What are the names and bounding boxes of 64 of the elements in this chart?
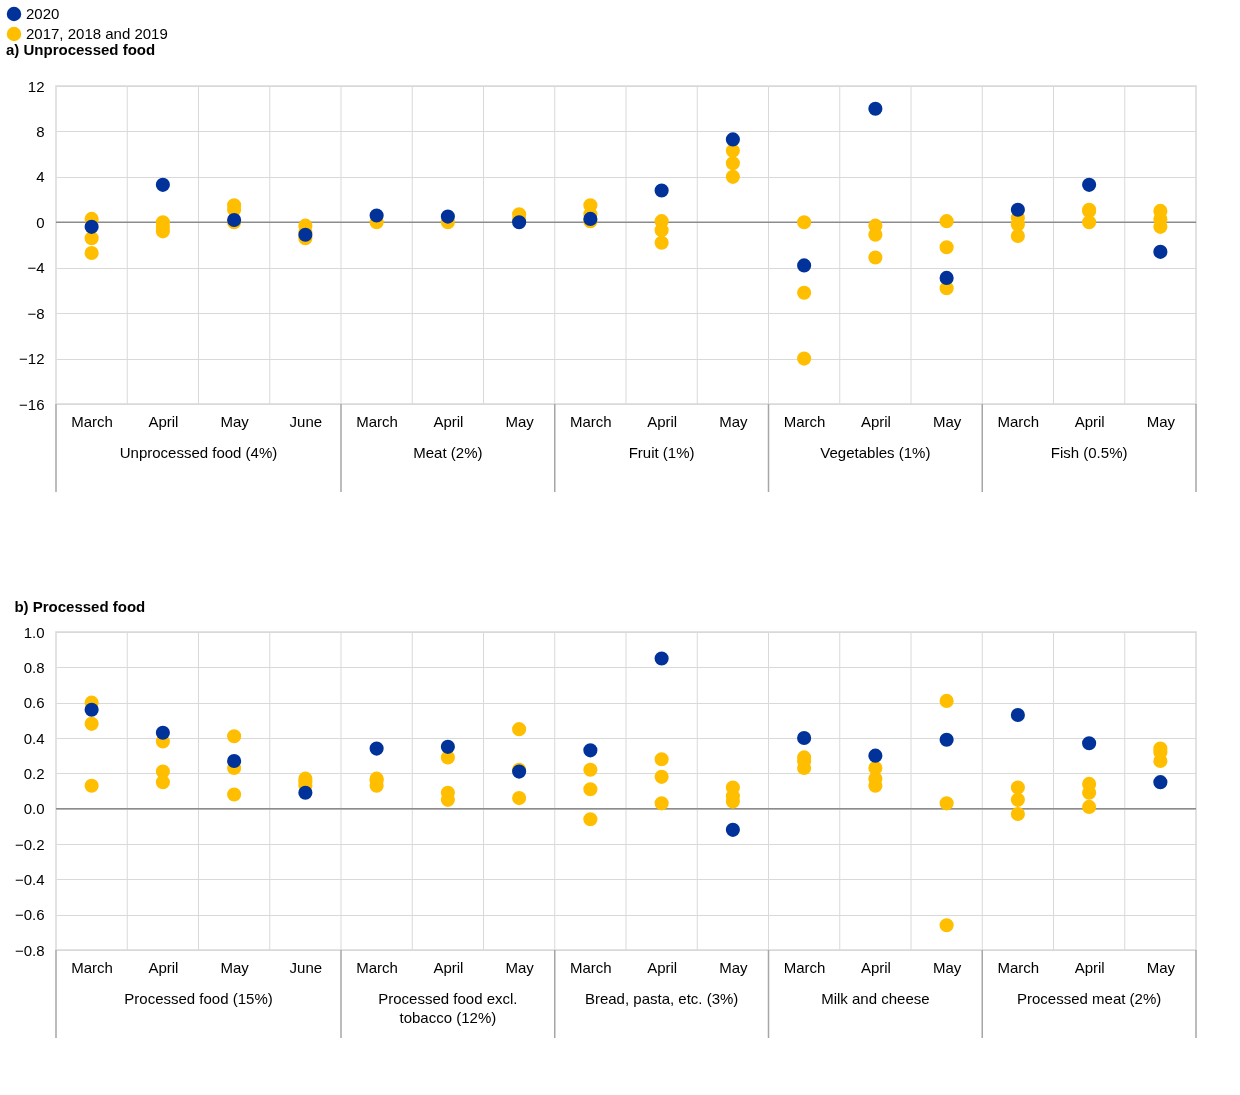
x-tick-label: April <box>860 412 891 430</box>
y-tick-label: 1.0 <box>23 623 45 641</box>
y-tick-label: −16 <box>19 395 45 413</box>
chart-title: b) Processed food <box>14 598 146 615</box>
x-tick-label: March <box>997 412 1040 430</box>
x-tick-label: April <box>433 958 464 976</box>
x-tick-label: April <box>148 958 179 976</box>
text: Processed food (15%) <box>124 990 273 1007</box>
text: Bread, pasta, etc. (3%) <box>584 990 739 1007</box>
x-tick-label: May <box>220 958 250 976</box>
text: Unprocessed food (4%) <box>119 444 278 461</box>
legend-label: 2020 <box>26 5 60 22</box>
text: Fruit (1%) <box>628 444 695 461</box>
x-tick-label: April <box>433 412 464 430</box>
y-tick-label: 0.4 <box>23 729 45 747</box>
x-tick-label: March <box>570 412 612 430</box>
y-tick-label: 4 <box>36 168 45 186</box>
y-tick-label: −12 <box>19 350 45 368</box>
x-tick-label: March <box>71 958 113 976</box>
text: Processed meat (2%) <box>1017 990 1162 1007</box>
y-tick-label: 0.6 <box>23 694 45 712</box>
x-tick-label: April <box>860 958 891 976</box>
x-tick-label: May <box>719 412 749 430</box>
x-tick-label: April <box>148 412 179 430</box>
x-tick-label: June <box>289 412 323 430</box>
x-tick-label: March <box>783 958 826 976</box>
y-tick-label: 0.2 <box>23 764 45 782</box>
x-tick-label: March <box>71 412 113 430</box>
text: Fish (0.5%) <box>1050 444 1128 461</box>
legend-label: 2017, 2018 and 2019 <box>26 25 168 42</box>
y-tick-label: 0 <box>36 213 45 231</box>
x-tick-label: May <box>1146 412 1176 430</box>
y-tick-label: 12 <box>27 77 45 95</box>
text: Vegetables (1%) <box>820 444 931 461</box>
y-tick-label: 8 <box>36 122 45 140</box>
text: Processed food excl. tobacco (12%) <box>378 990 518 1026</box>
y-tick-label: −8 <box>27 304 45 322</box>
x-tick-label: April <box>1074 958 1105 976</box>
x-tick-label: May <box>932 412 962 430</box>
x-tick-label: May <box>932 958 962 976</box>
x-tick-label: April <box>647 412 678 430</box>
text: Milk and cheese <box>821 990 930 1007</box>
chart-title: a) Unprocessed food <box>6 41 156 58</box>
y-tick-label: −0.4 <box>14 870 45 888</box>
x-tick-label: May <box>1146 958 1176 976</box>
text: Meat (2%) <box>413 444 483 461</box>
x-tick-label: April <box>647 958 678 976</box>
x-tick-label: March <box>356 412 398 430</box>
y-tick-label: 0.8 <box>23 658 45 676</box>
x-tick-label: March <box>570 958 612 976</box>
x-tick-label: May <box>505 412 535 430</box>
y-tick-label: −0.2 <box>14 835 45 853</box>
y-tick-label: −4 <box>27 259 45 277</box>
y-tick-label: −0.8 <box>14 941 45 959</box>
x-tick-label: March <box>997 958 1040 976</box>
x-tick-label: March <box>356 958 398 976</box>
y-tick-label: 0.0 <box>23 800 45 818</box>
x-tick-label: May <box>719 958 749 976</box>
y-tick-label: −0.6 <box>14 906 45 924</box>
x-tick-label: March <box>783 412 826 430</box>
x-tick-label: May <box>505 958 535 976</box>
x-tick-label: April <box>1074 412 1105 430</box>
x-tick-label: June <box>289 958 323 976</box>
x-tick-label: May <box>220 412 250 430</box>
